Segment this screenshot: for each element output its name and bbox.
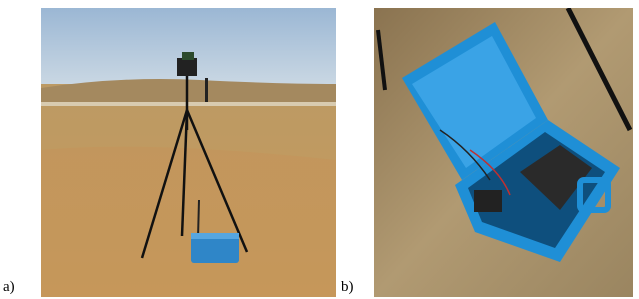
panel-label: a) (3, 279, 15, 295)
panel-label: b) (341, 279, 354, 295)
photo-a (41, 8, 336, 297)
figure: a) b) (0, 0, 639, 299)
photo-b (374, 8, 633, 297)
